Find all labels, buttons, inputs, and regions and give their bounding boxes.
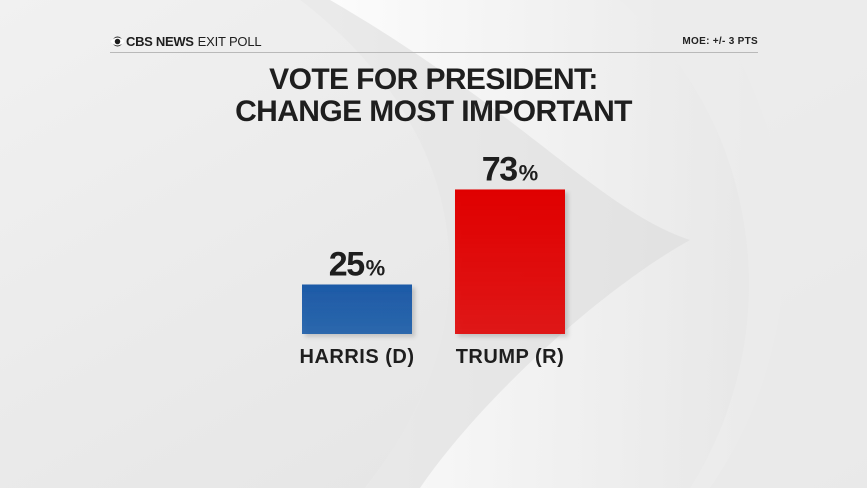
brand-subtitle: EXIT POLL [197, 34, 262, 49]
category-label-trump-r: TRUMP (R) [456, 346, 565, 368]
chart-title-line-1: VOTE FOR PRESIDENT: [269, 63, 598, 96]
bar-trump-r [455, 189, 565, 334]
value-label-harris-d: 25% [329, 246, 385, 284]
margin-of-error: MOE: +/- 3 PTS [682, 36, 758, 47]
value-label-trump-r: 73% [482, 150, 538, 188]
brand-name: CBS NEWS [126, 34, 194, 49]
chart-title-line-2: CHANGE MOST IMPORTANT [235, 95, 632, 128]
cbs-news-exit-poll-logo: CBS NEWS EXIT POLL [110, 34, 262, 49]
category-label-harris-d: HARRIS (D) [300, 346, 415, 368]
bar-harris-d [302, 284, 412, 334]
cbs-eye-icon [110, 36, 125, 47]
header-bar: CBS NEWS EXIT POLL MOE: +/- 3 PTS [110, 32, 758, 53]
